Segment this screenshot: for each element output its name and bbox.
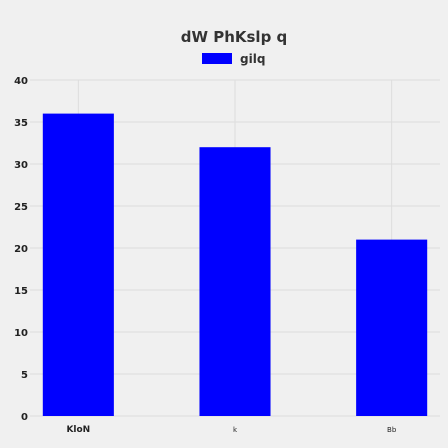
bar-Bb — [356, 239, 428, 416]
x-tick-label-0: KloN — [66, 425, 90, 435]
bar-k — [199, 147, 271, 416]
y-tick-label-0: 0 — [21, 412, 28, 423]
chart-title: dW PhKslp q — [181, 28, 288, 46]
y-tick-label-8: 40 — [14, 76, 28, 87]
x-tick-label-2: Bb — [387, 426, 397, 434]
y-tick-label-4: 20 — [14, 244, 28, 255]
y-tick-label-1: 5 — [21, 370, 28, 381]
y-tick-label-6: 30 — [14, 160, 28, 171]
legend-label: gilq — [240, 52, 265, 66]
y-tick-label-3: 15 — [14, 286, 28, 297]
legend: gilq — [202, 52, 265, 66]
x-axis-ticks: KloN k Bb — [66, 425, 396, 435]
y-axis-ticks: 0 5 10 15 20 25 30 35 40 — [14, 76, 28, 423]
legend-swatch — [202, 53, 232, 64]
y-tick-label-2: 10 — [14, 328, 28, 339]
y-tick-label-5: 25 — [14, 202, 28, 213]
x-tick-label-1: k — [233, 426, 238, 434]
bars — [42, 113, 428, 416]
bar-KloN — [42, 113, 114, 416]
y-tick-label-7: 35 — [14, 118, 28, 129]
